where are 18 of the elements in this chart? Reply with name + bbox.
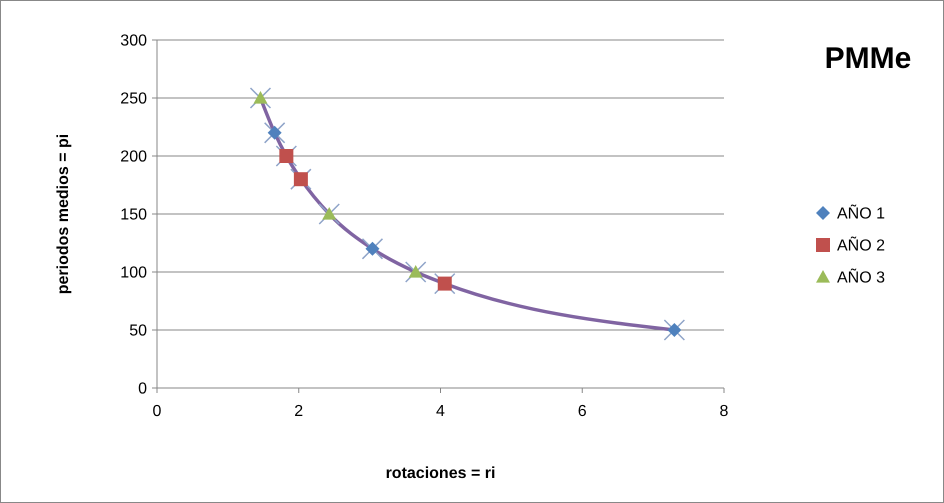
y-tick-label: 200: [120, 148, 148, 166]
x-tick-label: 2: [294, 403, 304, 420]
legend-label: AÑO 2: [837, 236, 886, 255]
text: PMMe: [824, 42, 912, 75]
x-axis-title: rotaciones = ri: [386, 465, 496, 482]
x-tick-label: 0: [152, 403, 162, 420]
y-tick-label: 0: [138, 380, 148, 398]
legend-label: AÑO 3: [837, 268, 886, 287]
legend-label: AÑO 1: [837, 204, 886, 223]
y-tick-label: 300: [120, 32, 148, 50]
y-tick-label: 250: [120, 90, 148, 108]
x-tick-label: 6: [578, 403, 587, 420]
x-tick-label: 8: [720, 403, 729, 420]
y-tick-label: 150: [120, 206, 148, 224]
y-tick-label: 100: [120, 264, 148, 282]
y-tick-label: 50: [129, 322, 148, 340]
y-axis-title: periodos medios = pi: [55, 134, 72, 294]
x-tick-label: 4: [436, 403, 446, 420]
